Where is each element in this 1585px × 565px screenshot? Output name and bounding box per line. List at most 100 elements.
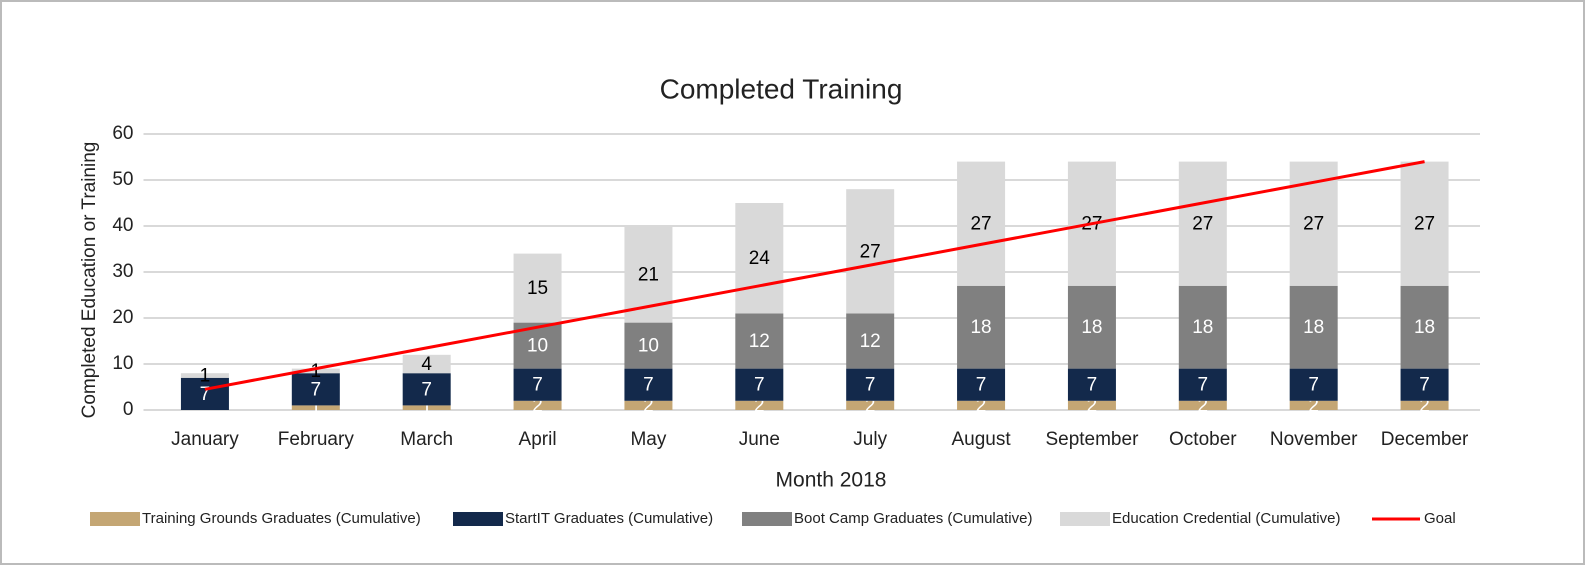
legend-swatch (742, 512, 792, 526)
data-label: 2 (1419, 395, 1430, 416)
bar-segment (735, 313, 784, 369)
data-label: 10 (527, 336, 548, 357)
y-tick-label: 0 (123, 399, 134, 420)
legend-label: Goal (1424, 510, 1456, 527)
bar-segment (957, 161, 1006, 286)
bar-segment (1400, 368, 1449, 401)
bar-segment (735, 203, 784, 314)
data-label: 7 (200, 384, 211, 405)
data-label: 18 (1192, 317, 1213, 338)
bar-segment (735, 400, 784, 410)
data-label: 27 (1414, 214, 1435, 235)
data-label: 12 (860, 331, 881, 352)
bar-segment (180, 377, 229, 410)
bar-segment (513, 253, 562, 323)
x-axis-label: Month 2018 (776, 469, 887, 492)
data-label: 2 (1308, 395, 1319, 416)
legend-label: StartIT Graduates (Cumulative) (505, 510, 713, 527)
x-tick-label: September (1045, 429, 1139, 450)
bar-segment (846, 313, 895, 369)
data-label: 7 (865, 375, 876, 396)
bar-segment (624, 322, 673, 369)
bar-segment (513, 368, 562, 401)
data-label: 7 (311, 379, 322, 400)
data-label: 2 (754, 395, 765, 416)
y-tick-label: 30 (112, 261, 133, 282)
x-tick-label: January (171, 429, 239, 450)
x-tick-label: March (400, 429, 453, 450)
data-label: 24 (749, 248, 771, 269)
legend-swatch (1060, 512, 1110, 526)
data-label: 27 (970, 214, 991, 235)
y-tick-label: 60 (112, 123, 133, 144)
data-label: 27 (1192, 214, 1213, 235)
data-label: 2 (532, 395, 543, 416)
data-label: 7 (976, 375, 987, 396)
data-label: 1 (200, 366, 211, 387)
bar-segment (291, 368, 340, 374)
y-tick-label: 40 (112, 215, 133, 236)
x-tick-label: May (630, 429, 666, 450)
data-label: 4 (421, 354, 432, 375)
bar-segment (1067, 400, 1116, 410)
goal-line (204, 160, 1425, 391)
data-label: 7 (1087, 375, 1098, 396)
bar-segment (735, 368, 784, 401)
data-label: 2 (1198, 395, 1209, 416)
data-label: 7 (1308, 375, 1319, 396)
data-label: 7 (754, 375, 765, 396)
data-label: 1 (421, 398, 432, 419)
x-tick-label: April (519, 429, 557, 450)
bar-segment (846, 400, 895, 410)
data-label: 18 (970, 317, 991, 338)
x-tick-label: June (739, 429, 780, 450)
bar-segment (291, 405, 340, 410)
bar-segment (1178, 161, 1227, 286)
data-label: 2 (643, 395, 654, 416)
bar-segment (1400, 285, 1449, 369)
bar-segment (1289, 285, 1338, 369)
legend-label: Education Credential (Cumulative) (1112, 510, 1340, 527)
data-label: 27 (1303, 214, 1324, 235)
bar-segment (1178, 285, 1227, 369)
x-tick-label: October (1169, 429, 1237, 450)
y-tick-label: 10 (112, 353, 133, 374)
bar-segment (1178, 368, 1227, 401)
data-label: 7 (1419, 375, 1430, 396)
data-label: 10 (638, 336, 659, 357)
data-label: 27 (860, 241, 881, 262)
bar-segment (402, 405, 451, 410)
bar-segment (1289, 400, 1338, 410)
data-label: 7 (643, 375, 654, 396)
legend-label: Boot Camp Graduates (Cumulative) (794, 510, 1032, 527)
bar-segment (402, 373, 451, 406)
data-label: 1 (311, 398, 322, 419)
data-label: 18 (1303, 317, 1324, 338)
data-label: 7 (421, 379, 432, 400)
bar-segment (1178, 400, 1227, 410)
data-label: 1 (311, 361, 322, 382)
chart-title: Completed Training (660, 73, 903, 104)
x-tick-label: August (951, 429, 1011, 450)
bar-segment (180, 373, 229, 378)
bar-segment (1289, 368, 1338, 401)
bar-segment (1067, 285, 1116, 369)
y-tick-label: 50 (112, 169, 133, 190)
data-label: 7 (532, 375, 543, 396)
legend-swatch (90, 512, 140, 526)
x-tick-label: November (1270, 429, 1358, 450)
bar-segment (957, 368, 1006, 401)
bar-segment (1400, 161, 1449, 286)
legend-label: Training Grounds Graduates (Cumulative) (142, 510, 421, 527)
data-label: 2 (865, 395, 876, 416)
data-label: 2 (1087, 395, 1098, 416)
data-label: 15 (527, 278, 548, 299)
y-tick-label: 20 (112, 307, 133, 328)
bar-segment (846, 368, 895, 401)
data-label: 18 (1081, 317, 1102, 338)
bar-segment (513, 400, 562, 410)
data-label: 12 (749, 331, 770, 352)
y-axis-label: Completed Education or Training (79, 142, 100, 419)
bar-segment (624, 368, 673, 401)
